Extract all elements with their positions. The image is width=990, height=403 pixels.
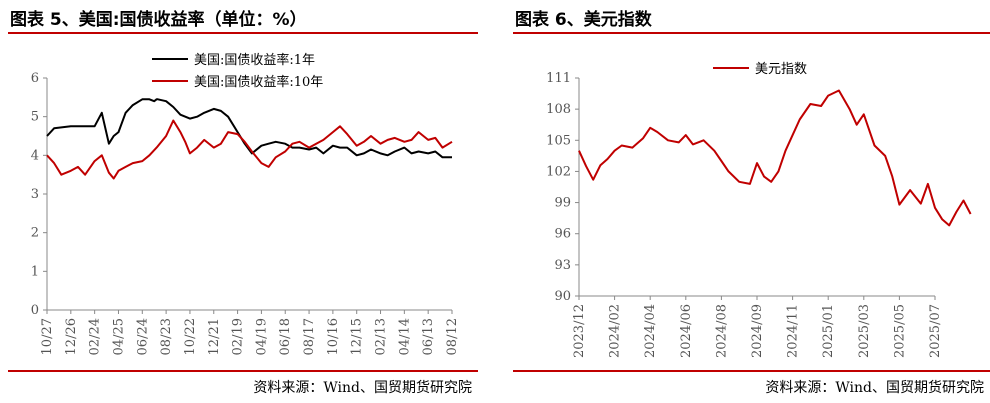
x-tick-label: 2025/01: [821, 304, 836, 358]
left-chart-title: 图表 5、美国:国债收益率（单位：%）: [10, 10, 307, 30]
left-chart-panel: 图表 5、美国:国债收益率（单位：%） 0 1 2 3 4 5 6 10/27 12/26 02/…: [0, 0, 478, 403]
x-tick-label: 06/13: [421, 318, 436, 355]
x-tick-label: 2025/05: [892, 304, 907, 358]
x-tick-label: 2023/12: [572, 304, 587, 358]
x-tick-label: 12/26: [64, 318, 79, 355]
x-tick-label: 2024/02: [608, 304, 623, 358]
x-tick-label: 2025/07: [928, 304, 943, 358]
left-source-note: 资料来源：Wind、国贸期货研究院: [253, 380, 472, 396]
x-tick-label: 06/18: [278, 318, 293, 355]
x-tick-label: 12/15: [350, 318, 365, 355]
right-top-rule: [513, 32, 990, 34]
y-tick-label: 6: [31, 71, 39, 86]
x-tick-label: 04/25: [111, 318, 126, 355]
x-tick-label: 10/22: [183, 318, 198, 355]
x-tick-label: 04/19: [254, 318, 269, 355]
dollar-index-chart: 90 93 96 99 102 105 108 111 2023/12 2024/02 2024/0…: [546, 62, 972, 358]
legend-label: 美国:国债收益率:10年: [194, 74, 323, 90]
y-tick-label: 93: [554, 258, 571, 273]
y-tick-label: 96: [554, 227, 571, 242]
y-tick-label: 3: [31, 187, 39, 202]
x-tick-label: 2024/04: [643, 304, 658, 358]
x-tick-label: 08/17: [302, 318, 317, 355]
treasury-yield-chart: 0 1 2 3 4 5 6 10/27 12/26 02/24 04/25 06/24 08/23 10/…: [31, 52, 460, 355]
right-source-note: 资料来源：Wind、国贸期货研究院: [765, 380, 984, 396]
x-tick-label: 10/16: [326, 318, 341, 355]
legend-label: 美国:国债收益率:1年: [194, 52, 315, 68]
series-line-美国:国债收益率:10年: [46, 119, 453, 180]
y-tick-label: 90: [554, 289, 571, 304]
x-tick-label: 2024/06: [679, 304, 694, 358]
left-top-rule: [8, 32, 478, 34]
x-tick-label: 10/27: [40, 318, 55, 355]
y-tick-label: 99: [554, 196, 571, 211]
x-tick-label: 02/13: [374, 318, 389, 355]
left-bottom-rule: [8, 370, 478, 372]
y-tick-label: 5: [31, 110, 39, 125]
x-tick-label: 06/24: [135, 318, 150, 355]
x-tick-label: 2024/08: [714, 304, 729, 358]
y-tick-label: 1: [31, 264, 39, 279]
y-tick-label: 108: [546, 102, 571, 117]
y-tick-label: 102: [546, 164, 571, 179]
x-tick-label: 08/12: [445, 318, 460, 355]
y-tick-label: 111: [546, 71, 571, 86]
x-tick-label: 04/14: [397, 318, 412, 355]
right-bottom-rule: [513, 370, 990, 372]
x-tick-label: 12/21: [207, 318, 222, 355]
right-chart-panel: 图表 6、美元指数 90 93 96 99 102 105 108 111 2023/12 202…: [505, 0, 990, 403]
x-tick-label: 02/24: [88, 318, 103, 355]
series-line-美国:国债收益率:1年: [46, 98, 452, 159]
x-tick-label: 2024/11: [786, 304, 801, 358]
x-tick-label: 2025/03: [857, 304, 872, 358]
y-tick-label: 4: [31, 148, 39, 163]
y-tick-label: 0: [31, 303, 39, 318]
series-line-美元指数: [578, 89, 972, 227]
x-tick-label: 02/19: [231, 318, 246, 355]
y-tick-label: 105: [546, 133, 571, 148]
legend-label: 美元指数: [755, 62, 807, 77]
y-tick-label: 2: [31, 226, 39, 241]
right-chart-title: 图表 6、美元指数: [515, 10, 652, 30]
x-tick-label: 2024/09: [750, 304, 765, 358]
x-tick-label: 08/23: [159, 318, 174, 355]
